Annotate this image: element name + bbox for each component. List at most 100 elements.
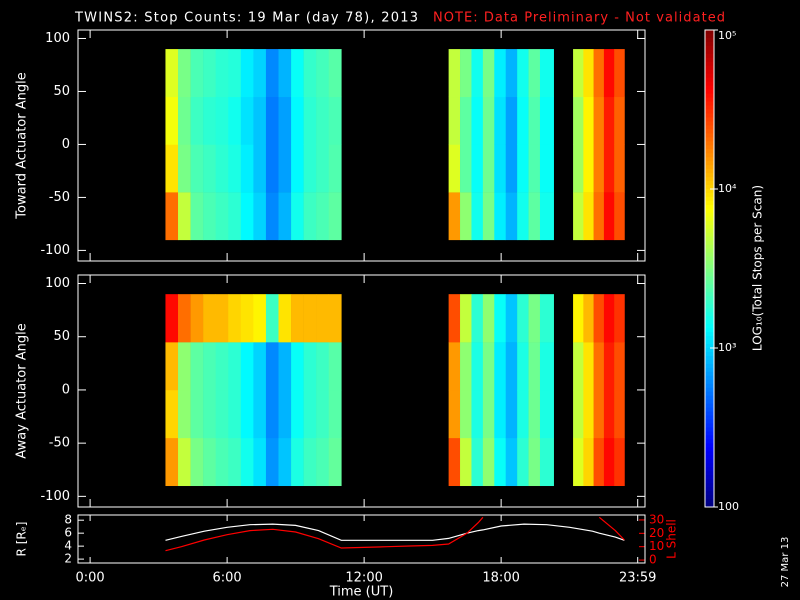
colorbar-strip <box>705 69 714 75</box>
heatmap-cell <box>228 342 242 391</box>
heatmap-cell <box>215 342 229 391</box>
heatmap-cell <box>528 96 541 145</box>
heatmap-cell <box>228 389 242 439</box>
heatmap-cell <box>265 192 279 241</box>
heatmap-cell <box>291 192 304 241</box>
heatmap-cell <box>505 389 518 439</box>
heatmap-cell <box>505 294 518 343</box>
heatmap-cell <box>471 192 484 241</box>
colorbar-strip <box>705 336 714 341</box>
heatmap-cell <box>583 389 594 439</box>
heatmap-cell <box>603 192 615 241</box>
plot-area <box>165 516 625 552</box>
heatmap-cell <box>494 389 507 439</box>
heatmap-cell <box>178 342 191 391</box>
colorbar-strip <box>705 177 714 182</box>
heatmap-cell <box>482 437 495 487</box>
colorbar-strip <box>705 129 714 134</box>
heatmap-cell <box>278 437 292 487</box>
colorbar-strip <box>705 284 714 289</box>
heatmap-cell <box>278 192 292 241</box>
y-tick-label: 6 <box>64 526 72 540</box>
colorbar-strip <box>705 165 714 170</box>
heatmap-cell <box>190 342 204 391</box>
heatmap-cell <box>448 192 461 241</box>
heatmap-cell <box>316 144 330 193</box>
colorbar-strip <box>705 45 714 51</box>
colorbar-strip <box>705 85 714 91</box>
heatmap-cell <box>203 342 216 391</box>
heatmap-cell <box>240 192 254 241</box>
heatmap-cell <box>165 96 179 145</box>
colorbar-strip <box>705 53 714 59</box>
heatmap-cell <box>215 437 229 487</box>
chart-note: NOTE: Data Preliminary - Not validated <box>433 11 725 26</box>
x-tick-label: 0:00 <box>76 571 105 586</box>
heatmap-cell <box>494 294 507 343</box>
heatmap-cell <box>328 144 342 193</box>
heatmap-cell <box>593 294 605 343</box>
y2-tick-label: 20 <box>649 526 664 540</box>
heatmap-cell <box>517 192 529 241</box>
colorbar-strip <box>705 371 714 377</box>
panel-frame <box>77 274 646 508</box>
y-tick-label: 100 <box>45 31 70 46</box>
colorbar-strip <box>705 33 714 39</box>
colorbar-strip <box>705 487 714 492</box>
heatmap-cell <box>573 294 584 343</box>
colorbar-strip <box>705 212 714 218</box>
colorbar-strip <box>705 101 714 107</box>
heatmap-cell <box>539 144 554 193</box>
heatmap-cell <box>494 49 507 98</box>
colorbar-strip <box>705 407 714 413</box>
heatmap-cell <box>291 96 304 145</box>
heatmap-cell <box>448 49 461 98</box>
colorbar-strip <box>705 220 714 226</box>
y2-axis-label: L Shell <box>665 519 679 559</box>
colorbar-strip <box>705 204 714 210</box>
heatmap-cell <box>190 144 204 193</box>
heatmap-cell <box>528 192 541 241</box>
heatmap-cell <box>517 144 529 193</box>
colorbar-strip <box>705 375 714 381</box>
heatmap-cell <box>505 437 518 487</box>
heatmap-cell <box>603 389 615 439</box>
heatmap-cell <box>460 294 472 343</box>
heatmap-cell <box>178 96 191 145</box>
heatmap-cell <box>303 49 317 98</box>
heatmap-cell <box>573 96 584 145</box>
heatmap-cell <box>303 96 317 145</box>
colorbar-strip <box>705 276 714 281</box>
colorbar-strip <box>705 459 714 464</box>
heatmap-cell <box>573 437 584 487</box>
heatmap-cell <box>215 294 229 343</box>
colorbar-strip <box>705 403 714 409</box>
y-tick-label: -50 <box>49 436 70 451</box>
colorbar-strip <box>705 157 714 162</box>
heatmap-cell <box>240 294 254 343</box>
heatmap-cell <box>614 192 625 241</box>
heatmap-cell <box>240 342 254 391</box>
heatmap-cell <box>291 49 304 98</box>
colorbar-strip <box>705 292 714 297</box>
colorbar-strip <box>705 73 714 79</box>
colorbar-strip <box>705 196 714 202</box>
heatmap-cell <box>494 437 507 487</box>
colorbar-strip <box>705 451 714 456</box>
heatmap-cell <box>165 389 179 439</box>
heatmap-cell <box>278 49 292 98</box>
heatmap-cell <box>328 96 342 145</box>
colorbar-strip <box>705 236 714 242</box>
colorbar-tick-label: 10⁵ <box>718 29 736 42</box>
heatmap-cell <box>448 96 461 145</box>
colorbar-strip <box>705 57 714 63</box>
heatmap-cell <box>240 389 254 439</box>
heatmap-cell <box>603 96 615 145</box>
colorbar-tick-label: 10⁴ <box>718 182 737 195</box>
heatmap-cell <box>614 437 625 487</box>
colorbar-label: LOG₁₀(Total Stops per Scan) <box>751 185 765 351</box>
y-tick-label: -100 <box>40 243 70 258</box>
heatmap-cell <box>278 96 292 145</box>
heatmap-cell <box>228 144 242 193</box>
colorbar-strip <box>705 125 714 130</box>
